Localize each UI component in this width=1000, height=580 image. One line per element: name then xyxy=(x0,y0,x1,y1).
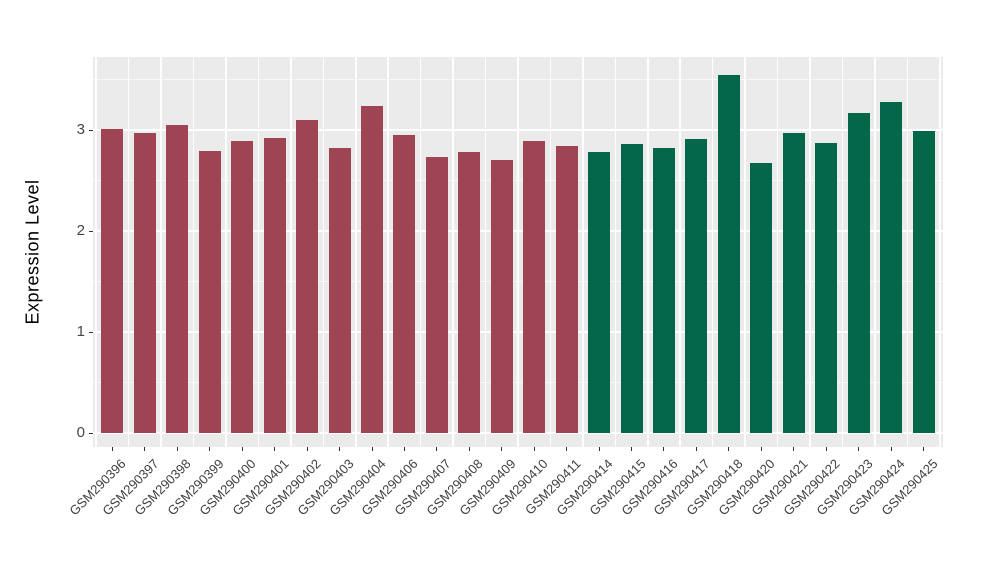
bar-GSM290402 xyxy=(296,119,319,434)
gridline-major-y3 xyxy=(93,129,943,131)
x-tick-mark xyxy=(209,447,211,451)
y-tick-mark xyxy=(89,230,93,232)
x-tick-mark xyxy=(825,447,827,451)
gridline-vertical xyxy=(322,57,325,447)
bar-GSM290414 xyxy=(588,152,611,434)
gridline-vertical xyxy=(841,57,844,447)
y-tick-label: 2 xyxy=(76,222,85,240)
gridline-vertical xyxy=(95,57,97,447)
gridline-vertical xyxy=(192,57,195,447)
bar-GSM290420 xyxy=(750,163,773,434)
x-tick-mark xyxy=(144,447,146,451)
x-tick-mark xyxy=(728,447,730,451)
gridline-vertical xyxy=(517,57,519,447)
gridline-vertical xyxy=(939,57,941,447)
y-axis-title: Expression Level xyxy=(22,179,43,325)
bar-GSM290404 xyxy=(361,105,383,434)
x-tick-mark xyxy=(923,447,925,451)
bar-GSM290423 xyxy=(847,112,870,434)
bar-GSM290397 xyxy=(133,133,156,434)
gridline-vertical xyxy=(744,57,746,447)
gridline-vertical xyxy=(257,57,260,447)
bar-GSM290400 xyxy=(231,141,254,434)
gridline-vertical xyxy=(874,57,876,447)
bar-GSM290416 xyxy=(652,148,675,434)
x-tick-mark xyxy=(566,447,568,451)
gridline-vertical xyxy=(225,57,227,447)
x-tick-mark xyxy=(274,447,276,451)
x-tick-mark xyxy=(760,447,762,451)
bar-GSM290401 xyxy=(263,138,286,434)
y-tick-label: 1 xyxy=(76,323,85,341)
x-tick-mark xyxy=(468,447,470,451)
gridline-vertical xyxy=(290,57,292,447)
x-tick-mark xyxy=(436,447,438,451)
gridline-vertical xyxy=(809,57,811,447)
x-tick-mark xyxy=(858,447,860,451)
x-tick-mark xyxy=(890,447,892,451)
x-tick-mark xyxy=(533,447,535,451)
gridline-major-y2 xyxy=(93,230,943,233)
gridline-vertical xyxy=(776,57,779,447)
bar-GSM290398 xyxy=(166,124,189,434)
gridline-major-y1 xyxy=(93,331,943,334)
gridline-vertical xyxy=(614,57,617,447)
y-tick-label: 3 xyxy=(76,121,85,138)
x-tick-mark xyxy=(501,447,503,451)
y-tick-mark xyxy=(89,331,93,333)
x-tick-mark xyxy=(598,447,600,451)
x-tick-mark xyxy=(241,447,243,451)
x-tick-mark xyxy=(695,447,697,451)
bar-GSM290409 xyxy=(490,160,513,434)
bar-GSM290418 xyxy=(717,75,740,434)
bar-GSM290408 xyxy=(458,152,481,434)
gridline-major-y0 xyxy=(93,432,943,435)
gridline-vertical xyxy=(906,57,909,447)
bar-GSM290417 xyxy=(685,139,708,434)
bar-GSM290399 xyxy=(198,151,221,434)
bar-GSM290422 xyxy=(815,143,838,434)
gridline-vertical xyxy=(647,57,649,447)
gridline-vertical xyxy=(127,57,130,447)
x-tick-mark xyxy=(371,447,373,451)
bar-GSM290403 xyxy=(328,148,351,434)
y-tick-label: 0 xyxy=(76,424,85,442)
gridline-vertical xyxy=(711,57,714,447)
plot-panel xyxy=(93,57,943,447)
bar-GSM290424 xyxy=(880,101,903,434)
x-tick-mark xyxy=(111,447,113,451)
gridline-vertical xyxy=(582,57,584,447)
x-tick-mark xyxy=(339,447,341,451)
gridline-vertical xyxy=(484,57,487,447)
x-tick-mark xyxy=(663,447,665,451)
gridline-vertical xyxy=(452,57,454,447)
bar-GSM290410 xyxy=(523,141,546,434)
x-tick-mark xyxy=(176,447,178,451)
gridline-vertical xyxy=(160,57,162,447)
y-tick-mark xyxy=(89,432,93,434)
gridline-vertical xyxy=(355,57,357,447)
y-tick-mark xyxy=(89,129,93,131)
bar-GSM290411 xyxy=(555,146,578,434)
bar-GSM290407 xyxy=(425,157,448,434)
bar-GSM290421 xyxy=(782,133,805,434)
bar-GSM290396 xyxy=(101,128,124,434)
gridline-vertical xyxy=(679,57,681,447)
gridline-vertical xyxy=(419,57,422,447)
x-tick-mark xyxy=(306,447,308,451)
bar-GSM290406 xyxy=(393,135,416,434)
x-tick-mark xyxy=(403,447,405,451)
gridline-vertical xyxy=(387,57,389,447)
bar-GSM290425 xyxy=(912,131,935,434)
bar-GSM290415 xyxy=(620,144,643,434)
gridline-vertical xyxy=(549,57,552,447)
x-tick-mark xyxy=(631,447,633,451)
x-tick-mark xyxy=(793,447,795,451)
